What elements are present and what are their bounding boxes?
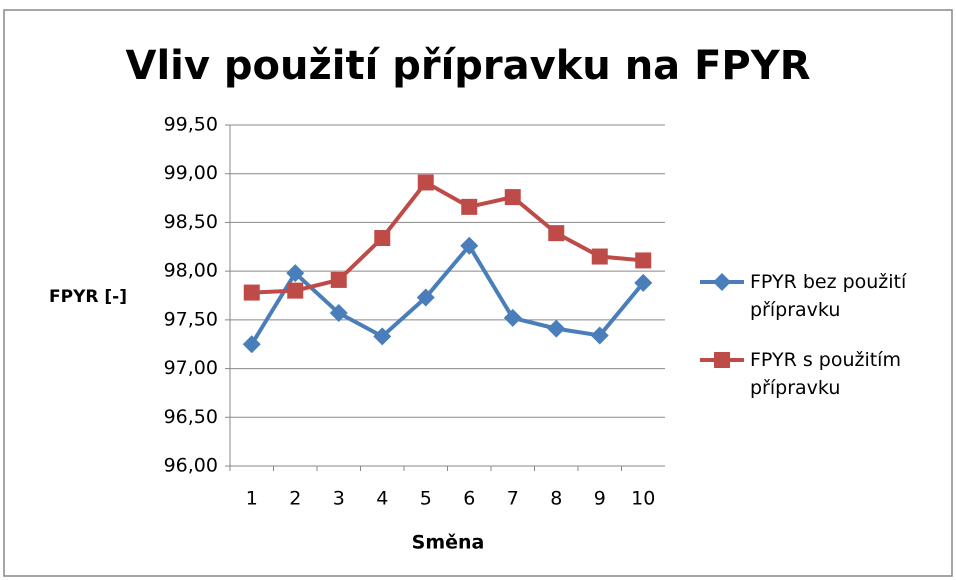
y-axis-label: FPYR [-] <box>49 287 127 307</box>
y-tick-label: 97,50 <box>164 308 218 330</box>
marker <box>503 308 522 327</box>
x-axis-label: Směna <box>412 532 485 554</box>
y-tick-label: 96,50 <box>164 406 218 428</box>
legend-marker <box>714 352 730 368</box>
marker <box>460 236 479 255</box>
x-tick-label: 3 <box>333 488 345 510</box>
y-tick-label: 99,50 <box>164 114 218 136</box>
series-line <box>251 180 644 295</box>
marker <box>243 284 260 301</box>
chart-border <box>3 9 953 577</box>
marker <box>329 304 348 323</box>
x-tick-label: 1 <box>246 488 258 510</box>
marker <box>461 198 478 215</box>
legend-icon <box>700 352 744 368</box>
marker <box>373 327 392 346</box>
marker <box>548 225 565 242</box>
marker <box>634 273 653 292</box>
legend-entry: FPYR s použitím přípravku <box>700 346 950 402</box>
x-tick-label: 4 <box>376 488 388 510</box>
marker <box>504 189 521 206</box>
legend-marker <box>713 273 731 291</box>
marker <box>635 252 652 269</box>
x-tick-label: 2 <box>289 488 301 510</box>
legend-label: FPYR bez použití přípravku <box>750 271 907 321</box>
chart-title: Vliv použití přípravku na FPYR <box>125 43 810 89</box>
marker <box>416 288 435 307</box>
series-line <box>250 243 645 346</box>
x-tick-label: 7 <box>507 488 519 510</box>
x-tick-label: 6 <box>463 488 475 510</box>
x-tick-label: 5 <box>420 488 432 510</box>
marker <box>590 326 609 345</box>
marker <box>287 282 304 299</box>
y-tick-label: 99,00 <box>164 162 218 184</box>
marker <box>286 264 305 283</box>
x-tick-label: 8 <box>550 488 562 510</box>
legend-icon <box>700 273 744 291</box>
legend-entry: FPYR bez použití přípravku <box>700 268 950 324</box>
marker <box>242 335 261 354</box>
marker <box>417 174 434 191</box>
y-tick-label: 97,00 <box>164 357 218 379</box>
marker <box>330 271 347 288</box>
marker <box>591 248 608 265</box>
y-tick-label: 98,50 <box>164 211 218 233</box>
legend-label: FPYR s použitím přípravku <box>750 349 901 399</box>
y-tick-label: 96,00 <box>164 455 218 477</box>
marker <box>547 319 566 338</box>
marker <box>374 230 391 247</box>
y-tick-label: 98,00 <box>164 260 218 282</box>
x-tick-label: 10 <box>631 488 655 510</box>
x-tick-label: 9 <box>594 488 606 510</box>
legend: FPYR bez použití přípravku FPYR s použití… <box>700 268 950 424</box>
